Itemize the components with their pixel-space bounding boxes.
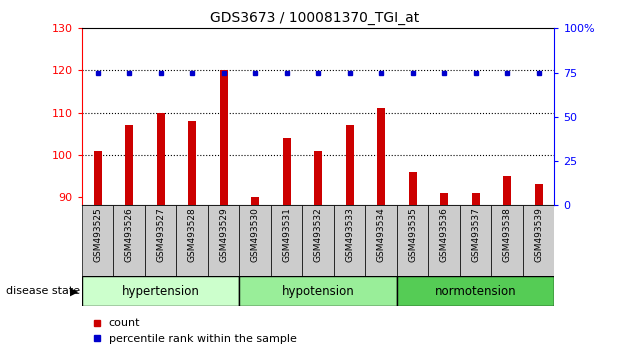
- Bar: [472, 193, 479, 205]
- Text: GSM493539: GSM493539: [534, 207, 543, 262]
- Text: hypertension: hypertension: [122, 285, 200, 298]
- Bar: [157, 113, 164, 205]
- Text: disease state: disease state: [6, 286, 81, 296]
- Bar: [188, 121, 196, 205]
- Text: normotension: normotension: [435, 285, 517, 298]
- Bar: [239, 276, 397, 306]
- Bar: [251, 197, 259, 205]
- Text: GSM493529: GSM493529: [219, 207, 228, 262]
- Bar: [523, 205, 554, 276]
- Bar: [145, 205, 176, 276]
- Text: ▶: ▶: [71, 286, 79, 296]
- Bar: [176, 205, 208, 276]
- Bar: [397, 276, 554, 306]
- Bar: [82, 205, 113, 276]
- Bar: [94, 150, 101, 205]
- Bar: [397, 205, 428, 276]
- Text: GSM493531: GSM493531: [282, 207, 291, 262]
- Bar: [271, 205, 302, 276]
- Bar: [125, 125, 133, 205]
- Bar: [428, 205, 460, 276]
- Bar: [239, 205, 271, 276]
- Text: GSM493530: GSM493530: [251, 207, 260, 262]
- Text: GSM493533: GSM493533: [345, 207, 354, 262]
- Bar: [334, 205, 365, 276]
- Bar: [535, 184, 542, 205]
- Bar: [377, 108, 385, 205]
- Bar: [409, 172, 416, 205]
- Text: GSM493532: GSM493532: [314, 207, 323, 262]
- Bar: [283, 138, 290, 205]
- Text: GSM493538: GSM493538: [503, 207, 512, 262]
- Bar: [503, 176, 511, 205]
- Text: GSM493535: GSM493535: [408, 207, 417, 262]
- Text: GSM493534: GSM493534: [377, 207, 386, 262]
- Bar: [365, 205, 397, 276]
- Bar: [113, 205, 145, 276]
- Bar: [220, 70, 227, 205]
- Text: GSM493536: GSM493536: [440, 207, 449, 262]
- Bar: [491, 205, 523, 276]
- Text: GSM493527: GSM493527: [156, 207, 165, 262]
- Text: GSM493537: GSM493537: [471, 207, 480, 262]
- Bar: [314, 150, 322, 205]
- Text: GSM493528: GSM493528: [188, 207, 197, 262]
- Bar: [82, 276, 239, 306]
- Legend: count, percentile rank within the sample: count, percentile rank within the sample: [88, 314, 301, 348]
- Text: GSM493526: GSM493526: [125, 207, 134, 262]
- Bar: [346, 125, 353, 205]
- Bar: [440, 193, 448, 205]
- Text: hypotension: hypotension: [282, 285, 355, 298]
- Text: GSM493525: GSM493525: [93, 207, 102, 262]
- Bar: [460, 205, 491, 276]
- Bar: [302, 205, 334, 276]
- Text: GDS3673 / 100081370_TGI_at: GDS3673 / 100081370_TGI_at: [210, 11, 420, 25]
- Bar: [208, 205, 239, 276]
